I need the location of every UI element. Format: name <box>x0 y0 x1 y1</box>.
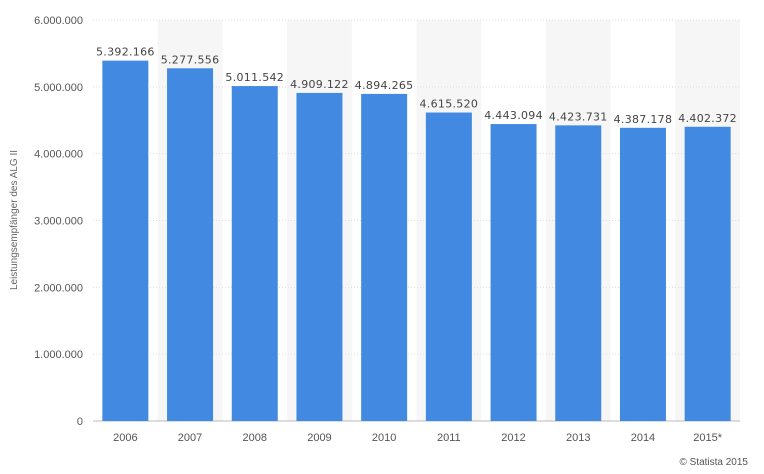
y-tick-label: 0 <box>77 416 83 428</box>
data-label: 4.387.178 <box>614 113 673 126</box>
x-tick-label: 2007 <box>178 432 202 444</box>
data-label: 4.909.122 <box>290 78 349 91</box>
bar[interactable] <box>231 86 278 421</box>
y-tick-label: 6.000.000 <box>34 15 83 27</box>
y-tick-label: 2.000.000 <box>34 282 83 294</box>
bar[interactable] <box>296 92 343 421</box>
x-tick-label: 2010 <box>372 432 396 444</box>
data-label: 5.392.166 <box>96 46 155 59</box>
data-label: 4.423.731 <box>549 110 608 123</box>
y-tick-label: 1.000.000 <box>34 349 83 361</box>
x-tick-label: 2014 <box>631 432 655 444</box>
y-axis-ticks: 0 1.000.000 2.000.000 3.000.000 4.000.000 5.0… <box>34 15 83 428</box>
data-labels: 5.392.166 5.277.556 5.011.542 4.909.122 4.89… <box>96 46 737 126</box>
bar[interactable] <box>684 126 731 421</box>
x-tick-label: 2008 <box>243 432 267 444</box>
bar[interactable] <box>167 68 214 422</box>
data-label: 5.011.542 <box>225 71 284 84</box>
x-tick-label: 2012 <box>501 432 525 444</box>
data-label: 4.402.372 <box>678 112 737 125</box>
bar[interactable] <box>555 125 602 421</box>
data-label: 4.615.520 <box>420 98 479 111</box>
x-axis-ticks: 2006 2007 2008 2009 2010 2011 2012 2013 2014 2015… <box>113 432 723 444</box>
y-tick-label: 5.000.000 <box>34 82 83 94</box>
statista-credit: © Statista 2015 <box>679 457 748 468</box>
x-tick-label: 2013 <box>566 432 590 444</box>
x-tick-label: 2006 <box>113 432 137 444</box>
data-label: 4.443.094 <box>484 109 543 122</box>
y-tick-label: 4.000.000 <box>34 149 83 161</box>
bar[interactable] <box>102 60 149 422</box>
bars <box>102 60 731 422</box>
bar[interactable] <box>425 112 472 421</box>
x-tick-label: 2009 <box>307 432 331 444</box>
y-axis-label: Leistungsempfänger des ALG II <box>9 150 20 290</box>
y-tick-label: 3.000.000 <box>34 216 83 228</box>
x-tick-label: 2011 <box>437 432 461 444</box>
x-tick-label: 2015* <box>693 432 722 444</box>
bar[interactable] <box>361 93 408 421</box>
data-label: 4.894.265 <box>355 79 414 92</box>
data-label: 5.277.556 <box>161 53 220 66</box>
bar[interactable] <box>490 124 537 421</box>
bar[interactable] <box>619 127 666 421</box>
